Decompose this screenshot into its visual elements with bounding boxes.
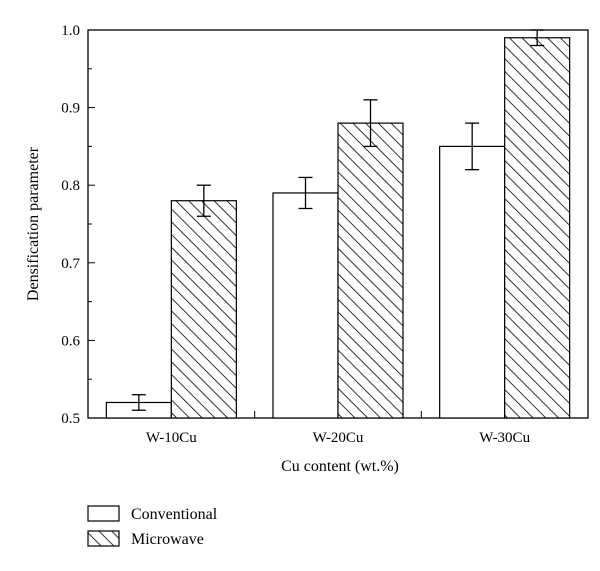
- y-tick-label: 0.5: [61, 411, 80, 427]
- y-tick-label: 0.6: [61, 333, 80, 349]
- bar-conventional-w-30cu: [439, 145, 506, 419]
- y-tick-label: 0.8: [61, 178, 80, 194]
- x-tick-label: W-20Cu: [313, 430, 364, 446]
- legend-label-microwave: Microwave: [131, 531, 204, 548]
- y-tick-label: 0.9: [61, 101, 80, 117]
- bar-microwave-w-30cu: [504, 37, 571, 419]
- legend-label-conventional: Conventional: [131, 506, 218, 523]
- x-axis-label: Cu content (wt.%): [281, 458, 399, 475]
- plot-area: 0.5 0.6 0.7 0.8 0.9 1.0 W-10Cu W-20Cu W-30Cu: [61, 23, 589, 446]
- x-tick-label: W-30Cu: [479, 430, 530, 446]
- legend-swatch-microwave: [87, 530, 120, 547]
- legend: Conventional Microwave: [87, 505, 218, 548]
- bar-microwave-w-20cu: [337, 122, 404, 419]
- legend-swatch-conventional: [87, 505, 120, 522]
- y-tick-label: 1.0: [61, 23, 80, 39]
- y-axis-label: Densification parameter: [25, 146, 42, 301]
- y-tick-label: 0.7: [61, 256, 80, 272]
- bar-conventional-w-20cu: [272, 192, 339, 419]
- x-tick-label: W-10Cu: [146, 430, 197, 446]
- bar-microwave-w-10cu: [170, 200, 237, 419]
